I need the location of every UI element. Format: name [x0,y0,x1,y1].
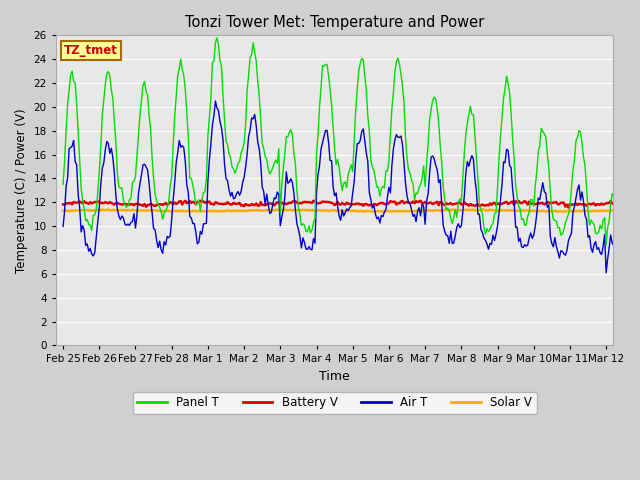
Title: Tonzi Tower Met: Temperature and Power: Tonzi Tower Met: Temperature and Power [185,15,484,30]
Battery V [97,200,104,206]
Solar V [79,207,86,213]
X-axis label: Time: Time [319,370,350,383]
Legend: Panel T, Battery V, Air T, Solar V: Panel T, Battery V, Air T, Solar V [132,392,537,414]
Y-axis label: Temperature (C) / Power (V): Temperature (C) / Power (V) [15,108,28,273]
Panel T [637,242,640,248]
Battery V [198,197,205,203]
Panel T [60,181,67,187]
Solar V [356,208,364,214]
Solar V [97,207,104,213]
Solar V [471,207,479,213]
Panel T [358,56,365,61]
Panel T [472,156,480,161]
Line: Panel T: Panel T [63,38,640,254]
Air T [79,223,86,228]
Battery V [564,204,572,210]
Line: Battery V: Battery V [63,200,640,207]
Battery V [358,201,365,207]
Solar V [479,206,486,212]
Panel T [559,231,566,237]
Text: TZ_tmet: TZ_tmet [64,44,118,57]
Air T [636,255,640,261]
Air T [358,129,365,134]
Line: Air T: Air T [63,101,640,273]
Battery V [79,200,86,206]
Solar V [559,209,566,215]
Battery V [60,202,67,207]
Panel T [79,198,86,204]
Battery V [636,199,640,205]
Line: Solar V: Solar V [63,209,640,212]
Air T [559,249,566,254]
Battery V [637,200,640,205]
Battery V [472,202,480,208]
Air T [60,224,67,229]
Air T [97,181,104,187]
Panel T [213,35,221,41]
Air T [212,98,220,104]
Air T [602,270,610,276]
Air T [472,188,480,194]
Panel T [634,251,640,257]
Solar V [637,207,640,213]
Battery V [559,200,566,205]
Solar V [560,208,568,214]
Air T [637,261,640,267]
Panel T [97,145,104,151]
Solar V [636,207,640,213]
Solar V [60,208,67,214]
Panel T [636,239,640,245]
